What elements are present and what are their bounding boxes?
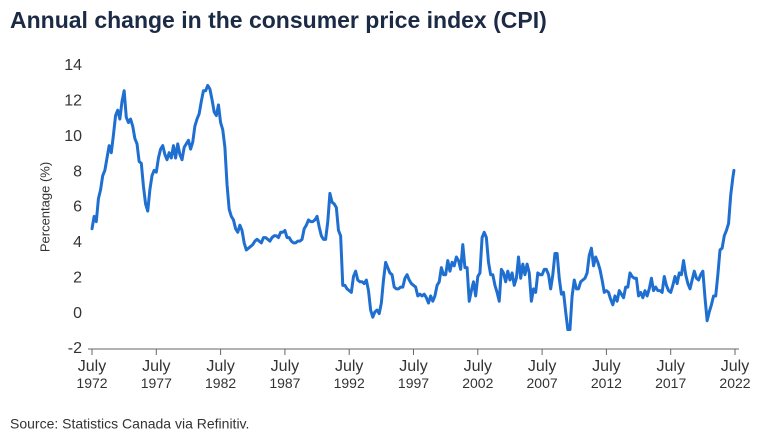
x-tick-label: July 2022: [719, 358, 750, 390]
y-axis-label: Percentage (%): [37, 162, 52, 252]
x-tick-label: July 2017: [655, 358, 686, 390]
x-tick-label: July 1992: [334, 358, 365, 390]
x-tick-label: July 1977: [141, 358, 172, 390]
y-tick-label: 10: [64, 128, 82, 145]
x-tick-label: July 1997: [398, 358, 429, 390]
x-tick-label: July 1972: [76, 358, 107, 390]
source-note: Source: Statistics Canada via Refinitiv.: [10, 416, 249, 432]
y-tick-label: 4: [73, 234, 82, 251]
x-tick-label: July 2012: [591, 358, 622, 390]
cpi-line: [90, 83, 736, 332]
y-tick-label: 14: [64, 57, 82, 74]
y-tick-label: 0: [73, 305, 82, 322]
x-tick-label: July 2007: [527, 358, 558, 390]
y-tick-label: 8: [73, 163, 82, 180]
x-tick-label: July 2002: [462, 358, 493, 390]
y-tick-label: 2: [73, 269, 82, 286]
y-tick-label: 6: [73, 199, 82, 216]
y-tick-label: -2: [68, 340, 82, 357]
x-tick-label: July 1987: [269, 358, 300, 390]
chart-title: Annual change in the consumer price inde…: [10, 7, 547, 33]
y-tick-label: 12: [64, 93, 82, 110]
x-tick-label: July 1982: [205, 358, 236, 390]
